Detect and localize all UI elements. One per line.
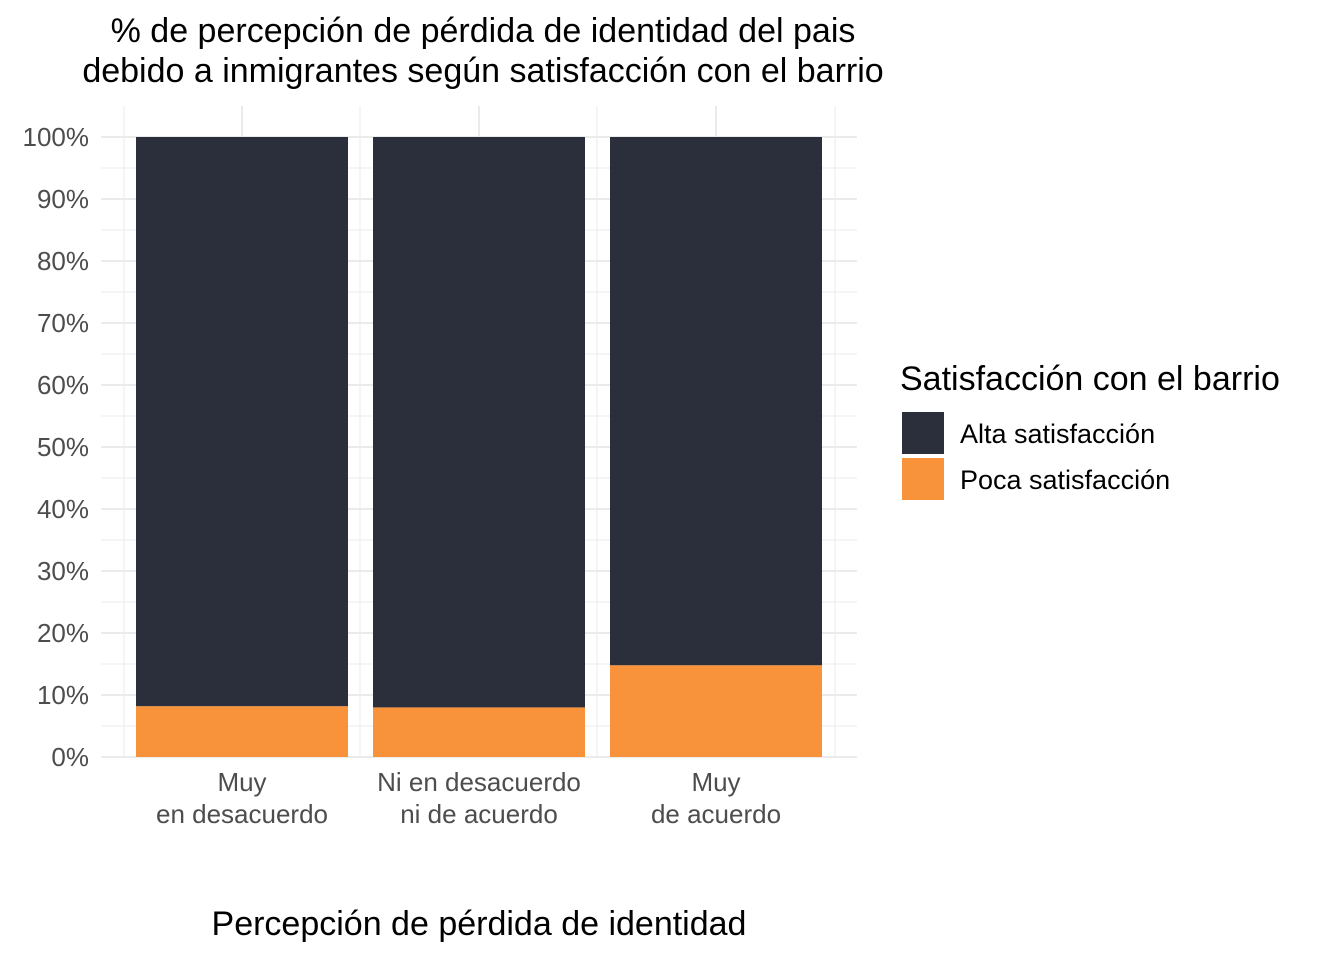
bar-segment: [136, 137, 348, 707]
x-tick-label: Ni en desacuerdo: [377, 767, 581, 797]
bar-segment: [373, 137, 585, 708]
y-tick-label: 100%: [23, 122, 90, 152]
chart-title-line: % de percepción de pérdida de identidad …: [111, 12, 856, 50]
bar-segment: [136, 706, 348, 757]
y-tick-label: 30%: [37, 556, 89, 586]
legend-title: Satisfacción con el barrio: [900, 360, 1280, 398]
bar-segment: [373, 707, 585, 757]
x-tick-label: en desacuerdo: [156, 799, 328, 829]
legend-label: Poca satisfacción: [960, 465, 1170, 495]
y-axis-ticks: 0% 10% 20% 30% 40% 50% 60% 70% 80% 90% 100%: [23, 122, 90, 772]
y-tick-label: 70%: [37, 308, 89, 338]
y-tick-label: 10%: [37, 680, 89, 710]
chart-title-line: debido a inmigrantes según satisfacción …: [82, 52, 883, 90]
y-tick-label: 80%: [37, 246, 89, 276]
legend: Satisfacción con el barrio Alta satisfacc…: [900, 360, 1280, 500]
chart-title: % de percepción de pérdida de identidad …: [82, 12, 883, 90]
legend-swatch: [902, 412, 944, 454]
y-tick-label: 50%: [37, 432, 89, 462]
bar-segment: [610, 665, 822, 757]
y-tick-label: 20%: [37, 618, 89, 648]
y-tick-label: 0%: [51, 742, 89, 772]
y-tick-label: 90%: [37, 184, 89, 214]
x-tick-label: Muy: [691, 767, 740, 797]
x-tick-label: de acuerdo: [651, 799, 781, 829]
y-tick-label: 60%: [37, 370, 89, 400]
x-tick-label: Muy: [217, 767, 266, 797]
x-axis-title: Percepción de pérdida de identidad: [212, 905, 747, 943]
x-tick-label: ni de acuerdo: [400, 799, 558, 829]
bars: [136, 137, 822, 757]
legend-swatch: [902, 458, 944, 500]
bar-segment: [610, 137, 822, 666]
y-tick-label: 40%: [37, 494, 89, 524]
legend-label: Alta satisfacción: [960, 419, 1155, 449]
